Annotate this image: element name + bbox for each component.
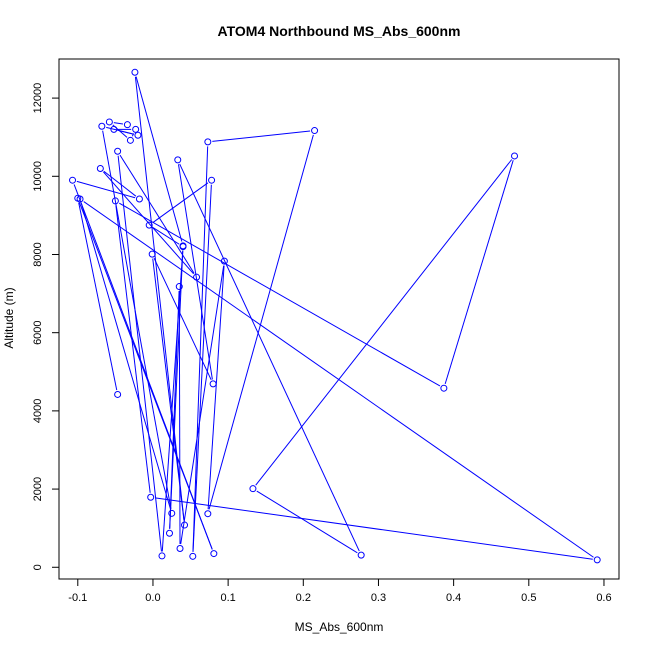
data-point [593,556,601,564]
series-line-segment [155,497,593,560]
x-tick-label: 0.0 [145,592,160,604]
data-point [76,195,84,203]
series-line-segment [80,203,171,510]
x-tick-label: 0.5 [521,592,536,604]
data-point [168,509,176,517]
series-line-segment [444,160,514,385]
data-point [193,273,201,281]
data-point [69,176,77,184]
series-line-segment [192,184,212,552]
y-tick-label: 2000 [32,477,44,501]
series-line-segment [103,170,137,197]
y-tick-label: 8000 [32,242,44,266]
series-line-segment [179,163,360,552]
data-point [440,384,448,392]
x-tick-label: 0.1 [220,592,235,604]
series-line-segment [102,171,194,275]
data-point [181,521,189,529]
series-line-segment [113,122,124,125]
series-line-segment [177,164,213,380]
series-line-segment [102,130,172,509]
data-point [123,121,131,129]
data-point [105,118,113,126]
data-point [98,122,106,130]
data-point [114,147,122,155]
series-line-segment [73,184,213,550]
data-point [111,197,119,205]
data-point [147,493,155,501]
plot-frame [58,58,620,580]
data-point [134,131,142,139]
data-point [249,485,257,493]
data-point [208,176,216,184]
series-line-segment [192,146,209,552]
series-line-segment [115,205,151,493]
x-tick-label: 0.6 [596,592,611,604]
series-line-segment [180,265,225,545]
data-point [135,195,143,203]
series-line-segment [119,202,441,387]
series-line-segment [117,155,162,552]
series-line-segment [152,227,180,245]
data-point [175,283,183,291]
data-point [179,242,187,250]
data-point [110,125,118,133]
x-tick-label: 0.4 [446,592,461,604]
data-point [189,552,197,560]
series-line-segment [169,250,184,529]
series-line-segment [208,134,314,510]
series-line-segment [152,258,185,521]
y-tick-label: 12000 [32,83,44,114]
x-tick-label: -0.1 [68,592,87,604]
data-point [126,136,134,144]
x-tick-label: 0.2 [296,592,311,604]
data-point [148,250,156,258]
series-line-segment [135,76,183,242]
data-point [204,510,212,518]
data-point [165,529,173,537]
data-point [204,138,212,146]
y-tick-label: 6000 [32,320,44,344]
series-line-segment [134,76,185,521]
series-line-segment [119,154,195,274]
series-line-segment [153,257,212,381]
series-line-segment [256,490,358,554]
y-tick-label: 10000 [32,161,44,192]
chart-title: ATOM4 Northbound MS_Abs_600nm [218,23,461,39]
data-point [114,390,122,398]
data-point [96,164,104,172]
series-line-segment [212,130,311,142]
series-line-segment [207,265,225,510]
x-axis-label: MS_Abs_600nm [295,620,384,634]
data-point [174,156,182,164]
series-line-segment [78,202,118,391]
data-point [131,68,139,76]
x-tick-label: 0.3 [371,592,386,604]
data-point [145,221,153,229]
y-tick-label: 4000 [32,399,44,423]
data-point [209,380,217,388]
x-axis: -0.1 0.0 0.1 0.2 0.3 0.4 0.5 0.6 [68,578,612,604]
series-line-segment [118,129,134,135]
data-point [132,125,140,133]
series-line-segment [76,180,136,199]
y-tick-label: 0 [32,564,44,570]
data-point [158,552,166,560]
y-axis-label: Altitude (m) [2,287,16,348]
series-line-segment [83,201,594,558]
data-point [210,550,218,558]
data-point [176,545,184,553]
series-line-segment [152,182,209,223]
series-layer [69,68,601,564]
y-axis: 0 2000 4000 6000 8000 10000 12000 [32,83,60,570]
data-point [311,127,319,135]
data-point [220,257,228,265]
series-line-segment [255,159,513,486]
data-point [511,152,519,160]
series-line-segment [131,133,135,137]
data-point [357,551,365,559]
